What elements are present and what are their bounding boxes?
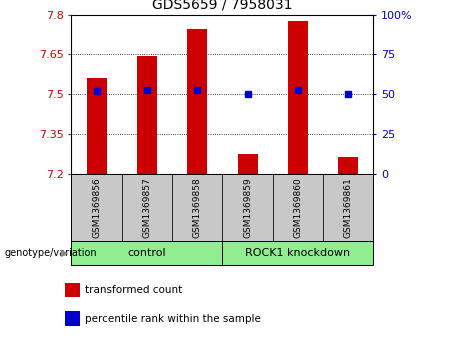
Title: GDS5659 / 7958031: GDS5659 / 7958031 <box>152 0 293 12</box>
Text: ROCK1 knockdown: ROCK1 knockdown <box>245 248 350 258</box>
Bar <box>273 174 323 241</box>
Bar <box>222 241 373 265</box>
Bar <box>222 174 273 241</box>
Text: control: control <box>128 248 166 258</box>
Bar <box>122 174 172 241</box>
Text: ▶: ▶ <box>61 248 68 258</box>
Bar <box>323 174 373 241</box>
Text: GSM1369856: GSM1369856 <box>92 178 101 238</box>
Bar <box>65 311 80 326</box>
Text: GSM1369859: GSM1369859 <box>243 178 252 238</box>
Text: GSM1369861: GSM1369861 <box>344 178 353 238</box>
Bar <box>71 174 122 241</box>
Bar <box>87 78 106 174</box>
Text: GSM1369860: GSM1369860 <box>293 178 302 238</box>
Text: GSM1369857: GSM1369857 <box>142 178 152 238</box>
Bar <box>137 56 157 174</box>
Bar <box>288 21 308 174</box>
Bar <box>71 241 222 265</box>
Bar <box>65 283 80 297</box>
Bar <box>172 174 222 241</box>
Text: GSM1369858: GSM1369858 <box>193 178 202 238</box>
Bar <box>237 154 258 174</box>
Bar <box>338 157 358 174</box>
Text: genotype/variation: genotype/variation <box>5 248 97 258</box>
Bar <box>187 29 207 174</box>
Text: transformed count: transformed count <box>85 285 182 295</box>
Text: percentile rank within the sample: percentile rank within the sample <box>85 314 260 324</box>
